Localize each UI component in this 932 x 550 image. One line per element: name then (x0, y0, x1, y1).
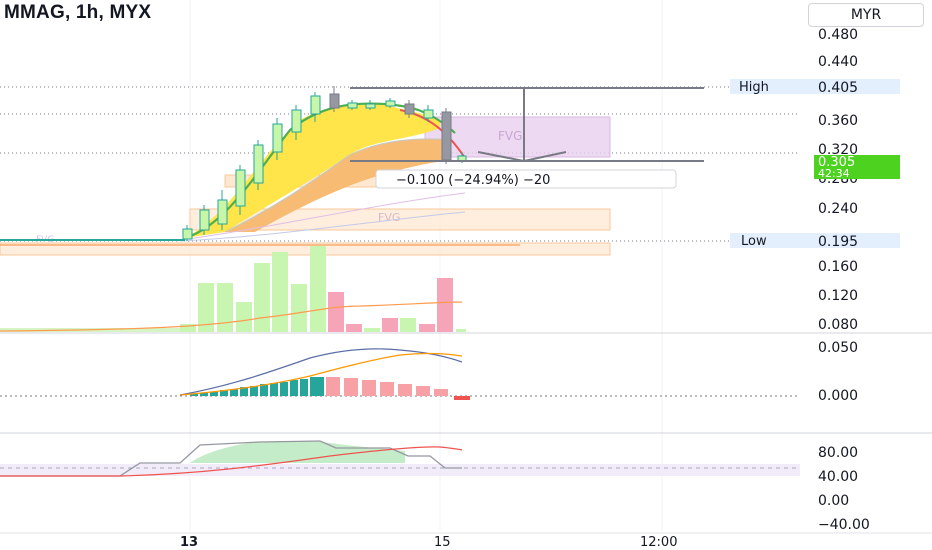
candle[interactable] (423, 105, 434, 122)
price-axis-labels: 0.480 0.440 0.360 0.320 0.280 0.240 0.16… (818, 27, 858, 333)
candle[interactable] (365, 100, 376, 110)
time-tick: 13 (180, 535, 198, 550)
currency-button[interactable]: MYR (808, 3, 924, 27)
price-tick: 0.160 (818, 259, 858, 275)
macd-axis-labels: 0.050 0.000 (818, 340, 858, 404)
candle[interactable] (385, 98, 396, 108)
ribbon-yellow (185, 102, 440, 239)
rsi-ma-line (0, 446, 463, 477)
price-tick: 0.320 (818, 142, 858, 158)
price-tick: 0.440 (818, 54, 858, 70)
candle[interactable] (404, 100, 415, 118)
rsi-tick: 80.00 (818, 445, 858, 461)
current-price: 0.305 (818, 155, 855, 170)
price-tick: 0.080 (818, 317, 858, 333)
rsi-tick: 0.00 (818, 493, 849, 509)
high-label-box (730, 79, 900, 94)
fvg-label-lower: FVG (378, 211, 400, 224)
rsi-line (0, 440, 462, 477)
time-axis-labels: 13 15 12:00 (180, 535, 677, 550)
signal-line (179, 352, 463, 396)
price-tick: 0.240 (818, 201, 858, 217)
rsi-tick: −40.00 (818, 517, 870, 533)
ribbon-orange (225, 138, 450, 232)
candle[interactable] (310, 92, 321, 122)
measure-tool[interactable] (350, 87, 704, 163)
rsi-tick: 40.00 (818, 469, 858, 485)
macd-histogram (190, 377, 470, 400)
price-tick: 0.480 (818, 27, 858, 43)
candlesticks[interactable] (182, 86, 467, 241)
ma-slowest-line (179, 211, 466, 242)
high-value: 0.405 (818, 80, 858, 96)
candle[interactable] (217, 190, 228, 230)
low-label: Low (741, 234, 767, 249)
rsi-overbought-fill (190, 441, 405, 463)
price-tick: 0.120 (818, 288, 858, 304)
symbol-title[interactable]: MMAG, 1h, MYX (4, 2, 152, 23)
ma-slow-line (179, 192, 466, 241)
candle[interactable] (347, 100, 358, 110)
candle[interactable] (329, 86, 340, 112)
rsi-band (0, 464, 800, 476)
candle[interactable] (182, 225, 193, 241)
candle[interactable] (199, 205, 210, 235)
macd-tick: 0.050 (818, 340, 858, 356)
candle[interactable] (291, 105, 302, 140)
fvg-label-upper: FVG (498, 129, 522, 143)
rsi-axis-labels: 80.00 40.00 0.00 −40.00 (818, 445, 870, 533)
fvg-box-upper[interactable] (424, 116, 611, 158)
low-label-box (730, 233, 900, 248)
candle[interactable] (235, 165, 246, 215)
price-tick: 0.360 (818, 113, 858, 129)
measure-label-box (375, 169, 677, 189)
time-tick: 12:00 (640, 535, 677, 550)
candle[interactable] (272, 118, 283, 160)
pane-separators (0, 332, 932, 434)
current-price-badge (814, 155, 900, 179)
macd-tick: 0.000 (818, 388, 858, 404)
ma-mid-line (224, 138, 451, 233)
candle[interactable] (253, 140, 264, 190)
fvg-box-bottom[interactable] (0, 242, 611, 256)
candle[interactable] (441, 108, 452, 164)
bar-countdown: 42:34 (818, 167, 850, 180)
volume-bars (0, 246, 466, 332)
low-value: 0.195 (818, 234, 858, 250)
time-tick: 15 (434, 535, 451, 550)
measure-label: −0.100 (−24.94%) −20 (396, 173, 550, 188)
high-label: High (739, 80, 769, 95)
volume-ma-line (0, 301, 463, 332)
